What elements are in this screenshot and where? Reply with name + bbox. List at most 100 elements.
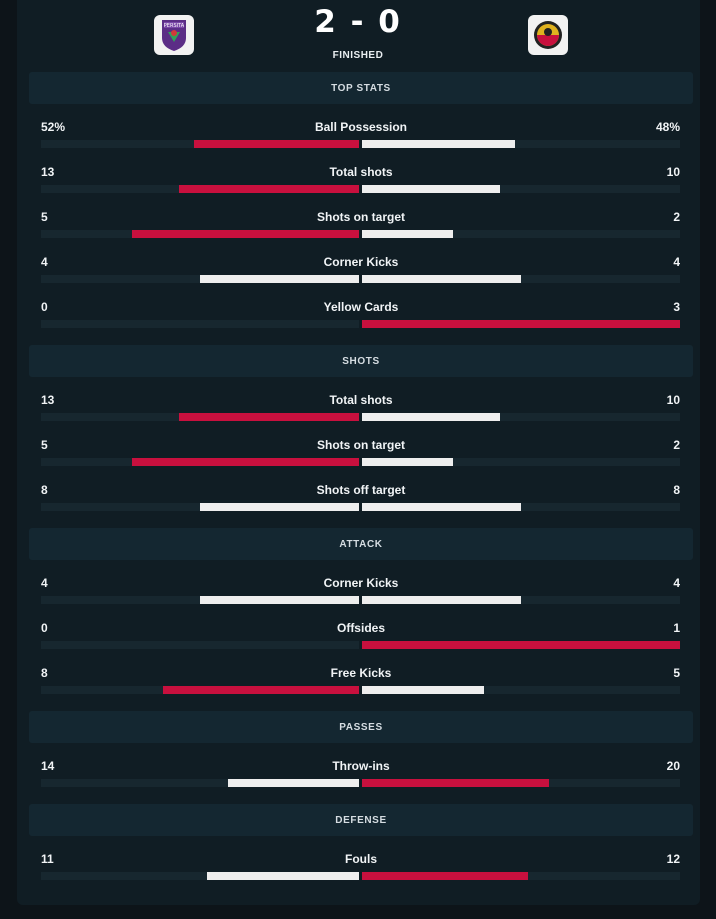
home-stat-bar (132, 230, 359, 238)
stat-row: 0 Offsides 1 (0, 621, 716, 661)
stat-name: Ball Possession (314, 120, 408, 134)
home-stat-value: 11 (41, 852, 54, 866)
stat-name: Total shots (329, 393, 393, 407)
stat-row: 13 Total shots 10 (0, 393, 716, 433)
away-stat-track (362, 275, 680, 283)
away-score: 0 (378, 4, 402, 40)
section-header-attack: ATTACK (29, 528, 693, 560)
away-stat-track (362, 686, 680, 694)
home-stat-value: 4 (41, 255, 48, 269)
home-stat-bar (163, 686, 359, 694)
home-stat-value: 0 (41, 300, 48, 314)
away-stat-track (362, 872, 680, 880)
home-stat-value: 13 (41, 165, 55, 179)
away-stat-bar (362, 686, 484, 694)
home-stat-value: 52% (41, 120, 66, 134)
home-stat-track (41, 872, 359, 880)
scoreline: 2 - 0 (0, 4, 716, 40)
away-stat-bar (362, 275, 521, 283)
home-stat-track (41, 185, 359, 193)
away-stat-value: 10 (666, 393, 680, 407)
stat-name: Fouls (345, 852, 377, 866)
away-stat-value: 1 (673, 621, 680, 635)
stat-row: 5 Shots on target 2 (0, 210, 716, 250)
stat-name: Shots off target (316, 483, 406, 497)
away-stat-track (362, 779, 680, 787)
home-stat-value: 13 (41, 393, 55, 407)
home-stat-value: 5 (41, 210, 48, 224)
home-team-logo[interactable]: PERSITA (154, 15, 194, 55)
home-stat-value: 5 (41, 438, 48, 452)
away-stat-value: 2 (673, 210, 680, 224)
stat-name: Corner Kicks (323, 576, 399, 590)
away-stat-bar (362, 872, 528, 880)
home-stat-value: 8 (41, 666, 48, 680)
stat-row: 4 Corner Kicks 4 (0, 255, 716, 295)
away-stat-track (362, 503, 680, 511)
home-stat-track (41, 140, 359, 148)
away-stat-track (362, 596, 680, 604)
home-stat-value: 8 (41, 483, 48, 497)
section-header-top-stats: TOP STATS (29, 72, 693, 104)
away-team-logo[interactable] (528, 15, 568, 55)
home-stat-track (41, 641, 359, 649)
away-stat-bar (362, 458, 453, 466)
home-stat-value: 4 (41, 576, 48, 590)
home-stat-value: 0 (41, 621, 48, 635)
home-stat-value: 14 (41, 759, 55, 773)
home-stat-track (41, 413, 359, 421)
away-stat-track (362, 413, 680, 421)
away-stat-bar (362, 779, 549, 787)
home-stat-bar (207, 872, 359, 880)
stat-name: Corner Kicks (323, 255, 399, 269)
away-stat-track (362, 458, 680, 466)
home-stat-track (41, 596, 359, 604)
stat-row: 0 Yellow Cards 3 (0, 300, 716, 340)
svg-text:PERSITA: PERSITA (164, 23, 185, 29)
away-stat-value: 10 (666, 165, 680, 179)
stat-name: Offsides (336, 621, 385, 635)
stat-row: 5 Shots on target 2 (0, 438, 716, 478)
away-stat-track (362, 230, 680, 238)
score-separator: - (350, 4, 366, 40)
home-stat-track (41, 275, 359, 283)
section-header-passes: PASSES (29, 711, 693, 743)
away-stat-value: 20 (666, 759, 680, 773)
stat-row: 4 Corner Kicks 4 (0, 576, 716, 616)
home-stat-bar (200, 503, 359, 511)
away-stat-bar (362, 641, 680, 649)
home-stat-bar (194, 140, 359, 148)
away-stat-bar (362, 596, 521, 604)
home-stat-bar (179, 185, 359, 193)
home-stat-bar (179, 413, 359, 421)
away-stat-value: 4 (673, 255, 680, 269)
away-stat-value: 3 (673, 300, 680, 314)
stat-row: 8 Shots off target 8 (0, 483, 716, 523)
stat-name: Shots on target (316, 438, 405, 452)
away-stat-bar (362, 320, 680, 328)
home-stat-track (41, 503, 359, 511)
away-stat-bar (362, 503, 521, 511)
away-stat-value: 48% (655, 120, 680, 134)
persita-crest-icon: PERSITA (162, 20, 186, 51)
away-stat-bar (362, 413, 500, 421)
home-stat-track (41, 458, 359, 466)
away-stat-value: 2 (673, 438, 680, 452)
stat-name: Yellow Cards (323, 300, 399, 314)
home-stat-bar (228, 779, 359, 787)
away-stat-track (362, 320, 680, 328)
semen-padang-crest-icon (534, 21, 562, 49)
match-stats-card (17, 0, 700, 905)
section-header-defense: DEFENSE (29, 804, 693, 836)
away-stat-value: 8 (673, 483, 680, 497)
home-stat-bar (132, 458, 359, 466)
away-stat-track (362, 140, 680, 148)
away-stat-bar (362, 140, 515, 148)
match-status: FINISHED (332, 50, 384, 61)
section-header-shots: SHOTS (29, 345, 693, 377)
stat-row: 52% Ball Possession 48% (0, 120, 716, 160)
away-stat-value: 5 (673, 666, 680, 680)
stat-row: 14 Throw-ins 20 (0, 759, 716, 799)
away-stat-track (362, 185, 680, 193)
stat-name: Shots on target (316, 210, 405, 224)
